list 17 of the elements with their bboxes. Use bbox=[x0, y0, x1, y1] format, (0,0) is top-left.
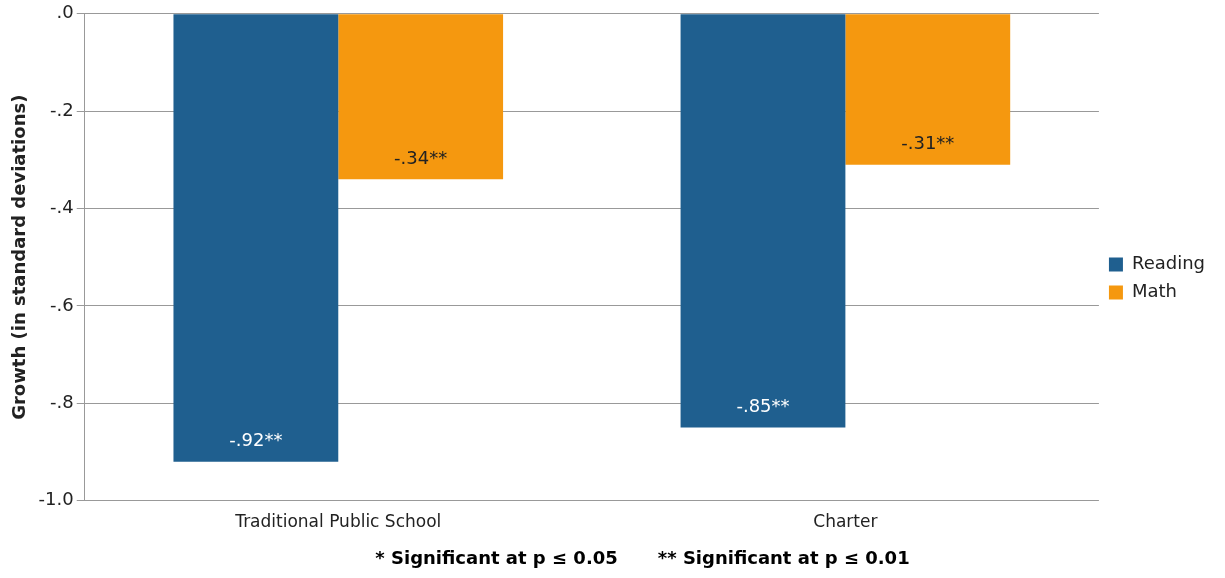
data-label: -.92** bbox=[229, 429, 283, 451]
legend-label: Reading bbox=[1131, 252, 1206, 274]
text: * Significant at p ≤ 0.05 bbox=[375, 547, 618, 568]
y-tick-label: -.6 bbox=[50, 293, 74, 315]
text: ** Significant at p ≤ 0.01 bbox=[657, 547, 910, 568]
data-label: -.34** bbox=[394, 146, 448, 168]
y-tick-label: -.2 bbox=[50, 98, 74, 120]
y-tick-label: -.4 bbox=[50, 196, 74, 218]
x-tick-label: Charter bbox=[813, 511, 878, 532]
y-tick-label: .0 bbox=[56, 1, 74, 23]
data-label: -.85** bbox=[736, 395, 790, 417]
y-tick-label: -.8 bbox=[50, 390, 74, 412]
y-tick-label: -1.0 bbox=[38, 488, 74, 510]
y-axis-title: Growth (in standard deviations) bbox=[8, 94, 30, 420]
legend-label: Math bbox=[1131, 280, 1177, 302]
data-label: -.31** bbox=[901, 132, 955, 154]
x-tick-label: Traditional Public School bbox=[234, 511, 442, 532]
